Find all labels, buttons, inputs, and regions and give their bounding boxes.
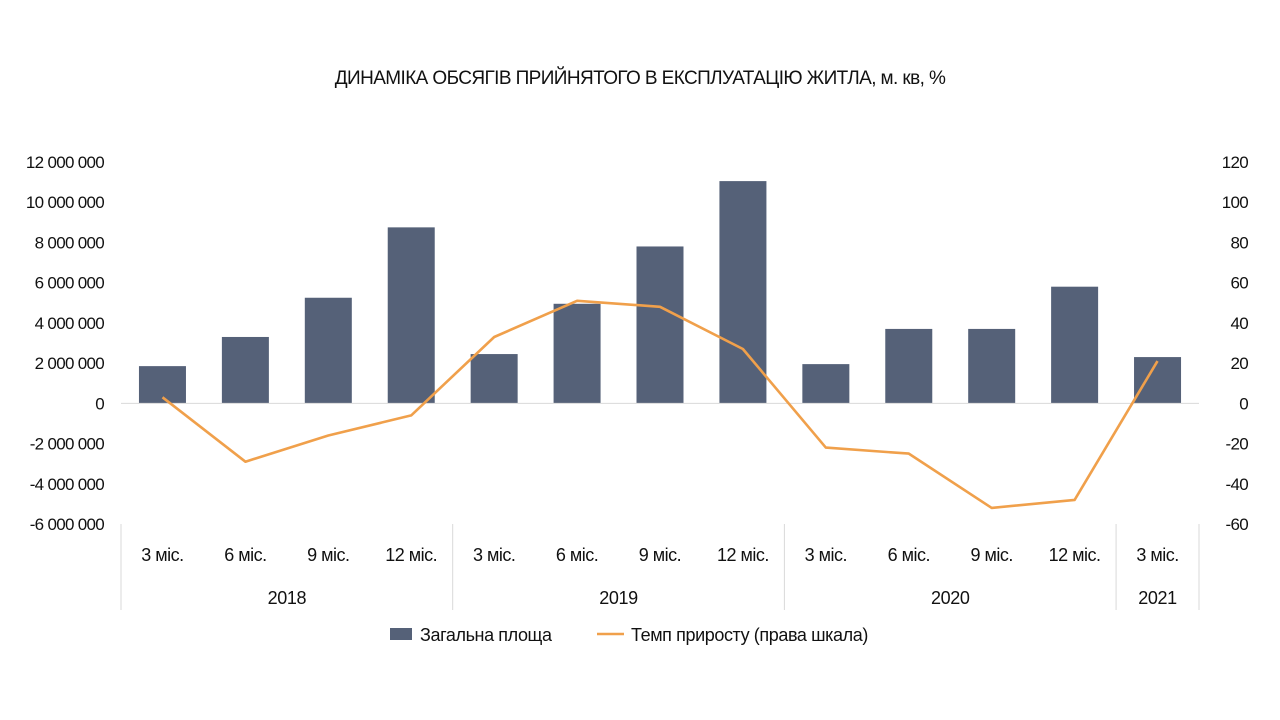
left-axis-tick-label: 12 000 000 (26, 153, 104, 172)
right-axis-tick-label: 0 (1239, 394, 1248, 413)
bar (138, 366, 186, 404)
category-label: 3 міс. (1136, 545, 1178, 565)
bar (221, 336, 269, 404)
category-label: 3 міс. (141, 545, 183, 565)
x-axis: 3 міс. 6 міс. 9 міс. 12 міс. 3 міс. 6 міс. 9 м… (120, 524, 1200, 610)
left-axis-tick-label: 2 000 000 (35, 354, 105, 373)
line-series (161, 299, 1159, 510)
bar (885, 328, 933, 404)
category-label: 9 міс. (639, 545, 681, 565)
left-axis-tick-label: 8 000 000 (35, 233, 105, 252)
right-axis-tick-label: 40 (1230, 314, 1248, 333)
left-axis-tick-label: 0 (95, 394, 104, 413)
category-label: 12 міс. (717, 545, 769, 565)
bar (802, 364, 850, 404)
category-label: 6 міс. (888, 545, 930, 565)
bar (1051, 286, 1099, 404)
left-axis-tick-label: 6 000 000 (35, 274, 105, 293)
year-group-label: 2020 (931, 588, 970, 608)
category-label: 12 міс. (1049, 545, 1101, 565)
left-axis-tick-label: -2 000 000 (30, 435, 105, 454)
year-group-label: 2021 (1138, 588, 1177, 608)
right-axis-tick-label: -20 (1226, 435, 1249, 454)
bar (1134, 357, 1182, 404)
bar (387, 227, 435, 404)
right-axis: 120 100 80 60 40 20 0 -20 -40 -60 (1222, 153, 1249, 534)
category-label: 3 міс. (473, 545, 515, 565)
legend-bar-label: Загальна площа (420, 625, 553, 645)
growth-rate-line (161, 299, 1159, 510)
legend-bar-swatch (390, 628, 412, 640)
left-axis-tick-label: 10 000 000 (26, 193, 104, 212)
right-axis-tick-label: 80 (1230, 233, 1248, 252)
bar (553, 303, 601, 404)
left-axis: 12 000 000 10 000 000 8 000 000 6 000 000 4 … (26, 153, 105, 534)
category-label: 6 міс. (224, 545, 266, 565)
category-label: 9 міс. (307, 545, 349, 565)
bar (968, 328, 1016, 404)
chart-title: ДИНАМІКА ОБСЯГІВ ПРИЙНЯТОГО В ЕКСПЛУАТАЦ… (335, 67, 946, 89)
right-axis-tick-label: -60 (1226, 515, 1249, 534)
right-axis-tick-label: -40 (1226, 475, 1249, 494)
right-axis-tick-label: 100 (1222, 193, 1249, 212)
right-axis-tick-label: 20 (1230, 354, 1248, 373)
left-axis-tick-label: -4 000 000 (30, 475, 105, 494)
legend: Загальна площа Темп приросту (права шкал… (390, 625, 868, 645)
category-label: 6 міс. (556, 545, 598, 565)
legend-line-label: Темп приросту (права шкала) (631, 625, 868, 645)
right-axis-tick-label: 60 (1230, 274, 1248, 293)
right-axis-tick-label: 120 (1222, 153, 1249, 172)
bar (304, 297, 352, 404)
left-axis-tick-label: 4 000 000 (35, 314, 105, 333)
category-label: 12 міс. (385, 545, 437, 565)
left-axis-tick-label: -6 000 000 (30, 515, 105, 534)
bar (636, 246, 684, 404)
bar-series (138, 181, 1182, 404)
bar (470, 354, 518, 404)
category-label: 9 міс. (970, 545, 1012, 565)
year-group-label: 2018 (268, 588, 307, 608)
year-group-label: 2019 (599, 588, 638, 608)
category-label: 3 міс. (805, 545, 847, 565)
